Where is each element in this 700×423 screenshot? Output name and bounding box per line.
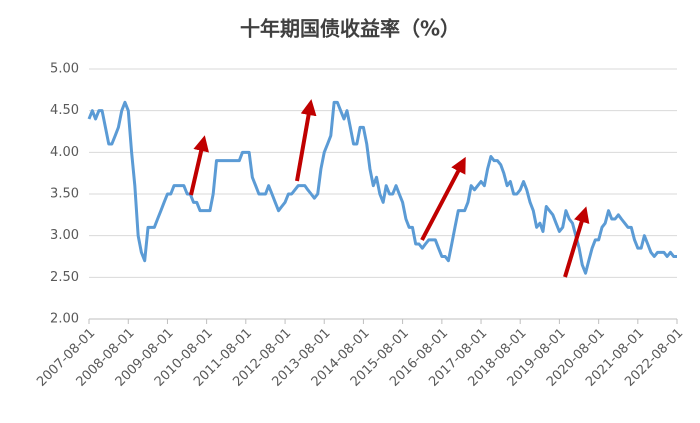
y-tick-label: 2.00	[50, 312, 79, 327]
y-tick-label: 2.50	[50, 270, 79, 285]
y-tick-label: 4.00	[50, 145, 79, 160]
y-tick-label: 3.00	[50, 228, 79, 243]
y-tick-label: 3.50	[50, 187, 79, 202]
y-tick-label: 4.50	[50, 103, 79, 118]
series-line	[87, 100, 677, 275]
arrow	[420, 156, 466, 241]
arrow	[563, 206, 590, 278]
annotation-arrows	[189, 99, 590, 278]
chart-title: 十年期国债收益率（%）	[240, 17, 460, 41]
arrow	[295, 99, 317, 182]
y-tick-label: 5.00	[50, 62, 79, 77]
plot-area: 2.002.503.003.504.004.505.002007-08-0120…	[34, 62, 686, 390]
arrow	[189, 135, 209, 196]
